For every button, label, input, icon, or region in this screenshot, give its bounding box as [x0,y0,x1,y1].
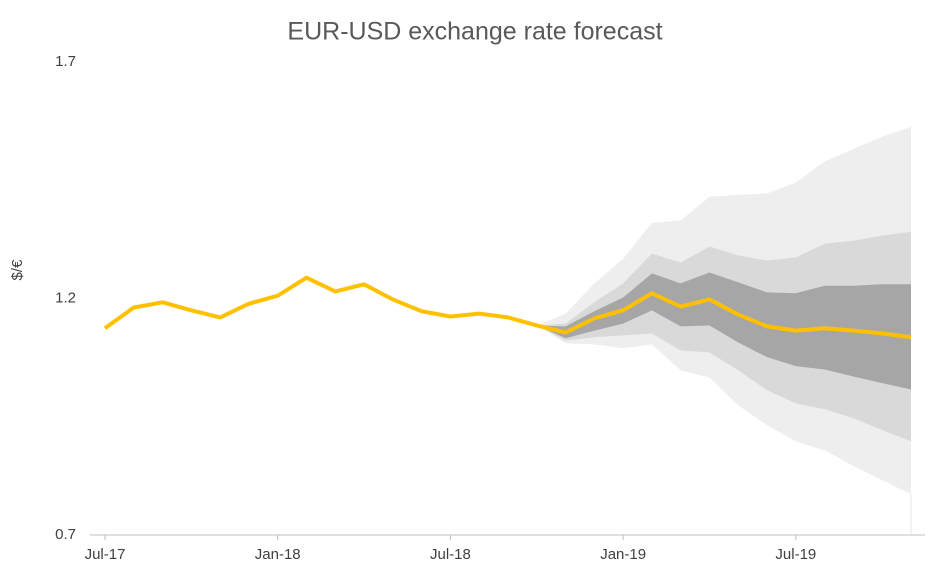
y-tick-label: 1.7 [55,53,76,70]
x-tick-label: Jan-19 [600,546,646,563]
fan-band [536,272,911,390]
chart-title: EUR-USD exchange rate forecast [287,18,662,46]
fan-band [536,231,911,442]
x-tick-label: Jan-18 [255,546,301,563]
x-tick-label: Jul-17 [85,546,126,563]
line-series [103,275,912,340]
x-tick-label: Jul-19 [775,546,816,563]
y-tick-label: 1.2 [55,289,76,306]
y-tick-label: 0.7 [55,526,76,543]
x-tick-label: Jul-18 [430,546,471,563]
y-axis-label: $/€ [9,259,26,281]
